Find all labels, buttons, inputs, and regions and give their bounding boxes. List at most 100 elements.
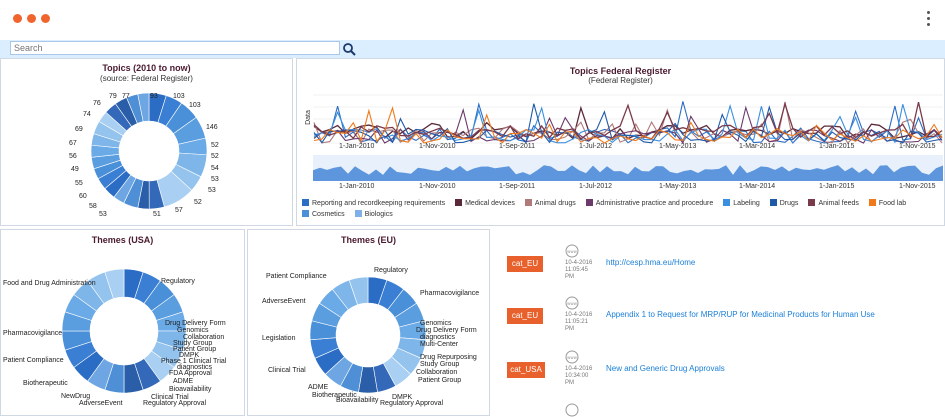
eu-slice-label: Study Group xyxy=(420,361,460,368)
fr-nav-tick-label: 1-Jul-2012 xyxy=(579,183,613,190)
legend-label: Animal drugs xyxy=(534,200,576,207)
eu-slice-label: Genomics xyxy=(420,320,452,327)
topics-slice-label: 103 xyxy=(189,102,201,109)
search-icon[interactable] xyxy=(342,42,356,56)
fr-x-tick-label: 1-Sep-2011 xyxy=(499,143,536,150)
legend-label: Drugs xyxy=(779,200,799,207)
topics-slice-label: 52 xyxy=(211,153,219,160)
eu-slice-label: DMPK xyxy=(392,394,413,401)
eu-slice-label: Pharmacovigilance xyxy=(420,290,480,297)
fr-series-line[interactable] xyxy=(313,106,943,144)
feed-link[interactable]: Appendix 1 to Request for MRP/RUP for Me… xyxy=(606,310,875,319)
usa-slice-label: Pharmacovigilance xyxy=(3,330,63,337)
themes-eu-donut-chart[interactable] xyxy=(308,270,428,400)
search-input[interactable] xyxy=(10,41,340,55)
eu-slice-label: Legislation xyxy=(262,335,296,342)
eu-slice-label: Biotherapeutic xyxy=(312,392,357,399)
fr-x-tick-label: 1-Jul-2012 xyxy=(579,143,613,150)
feed-item[interactable]: cat_EU www 10-4-2016 11:05:21 PM Appendix … xyxy=(493,296,945,346)
topics-slice[interactable] xyxy=(137,92,150,122)
feed-link[interactable]: New and Generic Drug Approvals xyxy=(606,364,725,373)
fr-legend-item[interactable]: Labeling xyxy=(723,199,760,207)
topics-title: Topics (2010 to now) xyxy=(102,63,191,73)
eu-slice-label: Drug Repurposing xyxy=(420,354,477,361)
feed-date: 10-4-2016 11:05:21 PM xyxy=(565,312,593,332)
feed-item[interactable] xyxy=(493,402,945,417)
fr-legend-item[interactable]: Animal drugs xyxy=(524,199,576,207)
globe-icon: www xyxy=(565,244,579,258)
news-feed: cat_EU www 10-4-2016 11:05:45 PM http://ce… xyxy=(493,230,945,417)
topics-slice-label: 51 xyxy=(153,211,161,218)
fr-legend-item[interactable]: Animal feeds xyxy=(808,199,859,207)
usa-slice[interactable] xyxy=(104,268,125,300)
feed-link[interactable]: http://cesp.hma.eu/Home xyxy=(606,258,696,267)
legend-label: Food lab xyxy=(878,200,907,207)
window-close-dot[interactable] xyxy=(13,14,22,23)
topics-panel: Topics (2010 to now) (source: Federal Re… xyxy=(0,58,293,226)
topics-slice-label: 55 xyxy=(75,180,83,187)
topics-donut-chart[interactable] xyxy=(89,87,209,217)
topics-slice-label: 49 xyxy=(71,166,79,173)
usa-slice-label: Phase 1 Clinical Trial xyxy=(161,358,227,365)
feed-date: 10-4-2016 10:34:00 PM xyxy=(565,366,593,386)
eu-slice-label: Patient Compliance xyxy=(266,273,327,280)
fr-series-line[interactable] xyxy=(313,101,943,140)
fr-legend-item[interactable]: Reporting and recordkeeping requirements xyxy=(302,199,445,207)
eu-slice-label: Regulatory xyxy=(374,267,408,274)
fr-legend-item[interactable]: Administrative practice and procedure xyxy=(585,199,713,207)
fr-nav-tick-label: 1-Jan-2010 xyxy=(339,183,375,190)
legend-swatch xyxy=(769,199,777,206)
category-badge[interactable]: cat_EU xyxy=(507,308,543,324)
eu-slice-label: Patient Group xyxy=(418,377,462,384)
fr-line-chart[interactable] xyxy=(313,87,943,147)
fr-legend-item[interactable]: Medical devices xyxy=(455,199,515,207)
fr-ylabel: Data xyxy=(304,110,312,125)
federal-register-panel: Topics Federal Register (Federal Registe… xyxy=(296,58,945,226)
eu-slice-label: AdverseEvent xyxy=(262,298,306,305)
legend-label: Biologics xyxy=(364,211,393,218)
legend-label: Reporting and recordkeeping requirements xyxy=(312,200,446,207)
legend-label: Medical devices xyxy=(465,200,515,207)
usa-slice-label: Bioavailability xyxy=(169,386,212,393)
feed-item[interactable]: cat_EU www 10-4-2016 11:05:45 PM http://ce… xyxy=(493,242,945,292)
eu-slice-label: Collaboration xyxy=(416,369,458,376)
feed-item[interactable]: cat_USA www 10-4-2016 10:34:00 PM New and … xyxy=(493,350,945,400)
themes-usa-title: Themes (USA) xyxy=(91,235,154,245)
svg-text:www: www xyxy=(567,249,578,254)
usa-slice-label: Food and Drug Administration xyxy=(3,280,96,287)
topics-slice-label: 56 xyxy=(69,153,77,160)
fr-legend-item[interactable]: Biologics xyxy=(354,210,393,218)
eu-slice-label: Clinical Trial xyxy=(268,367,306,374)
topics-slice-label: 103 xyxy=(173,93,185,100)
fr-legend: Reporting and recordkeeping requirements… xyxy=(302,199,942,221)
window-maximize-dot[interactable] xyxy=(41,14,50,23)
fr-nav-tick-label: 1-May-2013 xyxy=(659,183,697,190)
usa-slice-label: Patient Compliance xyxy=(3,357,64,364)
globe-icon: www xyxy=(565,296,579,310)
usa-slice-label: Regulatory xyxy=(161,278,195,285)
topics-slice-label: 57 xyxy=(175,207,183,214)
usa-slice-label: AdverseEvent xyxy=(79,400,123,407)
topics-slice-label: 54 xyxy=(211,165,219,172)
fr-legend-item[interactable]: Drugs xyxy=(769,199,799,207)
legend-swatch xyxy=(808,199,816,206)
fr-legend-item[interactable]: Cosmetics xyxy=(302,210,345,218)
topics-subtitle: (source: Federal Register) xyxy=(100,74,193,83)
usa-slice-label: diagnostics xyxy=(177,364,213,371)
eu-slice-label: Multi-Center xyxy=(420,341,459,348)
fr-navigator-area xyxy=(313,165,943,181)
usa-slice-label: Patient Group xyxy=(173,346,217,353)
topics-slice-label: 58 xyxy=(89,203,97,210)
usa-slice-label: Genomics xyxy=(177,327,209,334)
kebab-menu-icon[interactable] xyxy=(927,11,931,29)
eu-slice-label: Drug Delivery Form xyxy=(416,327,477,334)
themes-usa-donut-chart[interactable] xyxy=(59,266,189,396)
category-badge[interactable]: cat_USA xyxy=(507,362,545,378)
eu-slice[interactable] xyxy=(348,276,369,306)
window-minimize-dot[interactable] xyxy=(27,14,36,23)
fr-series-line[interactable] xyxy=(313,101,943,144)
category-badge[interactable]: cat_EU xyxy=(507,256,543,272)
usa-slice-label: Collaboration xyxy=(183,334,225,341)
fr-navigator[interactable] xyxy=(313,155,943,181)
fr-legend-item[interactable]: Food lab xyxy=(868,199,907,207)
